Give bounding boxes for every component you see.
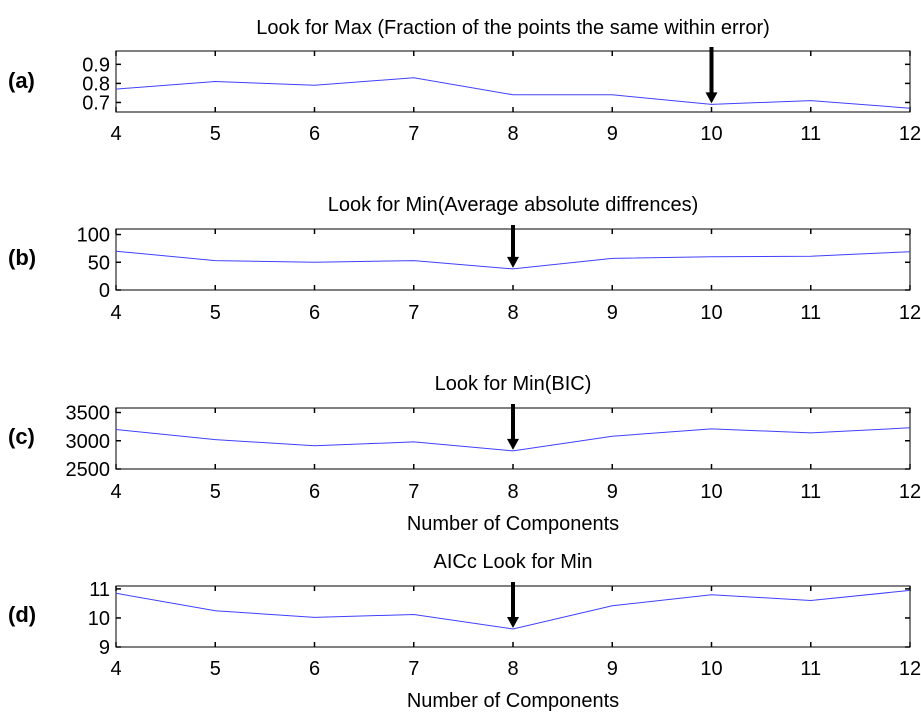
x-tick-label: 6 [309, 123, 320, 145]
x-tick-label: 10 [700, 481, 722, 503]
x-tick-label: 4 [110, 302, 121, 324]
x-axis-label: Number of Components [407, 513, 619, 535]
x-tick-label: 4 [110, 123, 121, 145]
x-tick-label: 8 [507, 302, 518, 324]
y-tick-label: 3500 [66, 403, 111, 425]
x-tick-label: 5 [210, 658, 221, 680]
x-tick-label: 5 [210, 302, 221, 324]
y-tick-label: 0.9 [82, 54, 110, 76]
x-tick-label: 9 [607, 481, 618, 503]
x-tick-label: 10 [700, 658, 722, 680]
y-tick-label: 0.8 [82, 73, 110, 95]
x-tick-label: 11 [800, 658, 821, 680]
x-tick-label: 7 [408, 658, 419, 680]
x-tick-label: 6 [309, 658, 320, 680]
y-tick-label: 100 [77, 225, 110, 247]
panel-a: Look for Max (Fraction of the points the… [8, 17, 921, 145]
x-tick-label: 10 [700, 123, 722, 145]
y-tick-label: 50 [88, 252, 110, 274]
x-tick-label: 11 [800, 481, 821, 503]
x-tick-label: 6 [309, 302, 320, 324]
x-tick-label: 8 [507, 123, 518, 145]
panel-b: Look for Min(Average absolute diffrences… [8, 194, 921, 324]
panel-d: AICc Look for Min (d) 4 5 6 7 8 9 10 11 12 9 10 11 Num… [8, 551, 921, 712]
x-tick-label: 5 [210, 123, 221, 145]
panel-title: Look for Min(Average absolute diffrences… [328, 194, 699, 216]
x-tick-label: 12 [899, 658, 921, 680]
x-axis-label: Number of Components [407, 690, 619, 712]
x-tick-label: 11 [800, 302, 821, 324]
y-tick-label: 2500 [66, 459, 111, 481]
panel-title: Look for Max (Fraction of the points the… [256, 17, 770, 39]
panel-label: (c) [8, 424, 35, 449]
x-tick-label: 5 [210, 481, 221, 503]
x-tick-label: 11 [800, 123, 821, 145]
x-tick-label: 7 [408, 123, 419, 145]
x-tick-label: 10 [700, 302, 722, 324]
x-tick-label: 4 [110, 481, 121, 503]
y-tick-label: 11 [89, 579, 110, 601]
axes-box [116, 51, 910, 112]
panel-label: (a) [8, 68, 35, 93]
x-tick-label: 12 [899, 123, 921, 145]
panel-c: Look for Min(BIC) (c) 4 5 6 7 8 9 10 11 12 2500 3000… [8, 373, 921, 535]
y-tick-label: 9 [99, 637, 110, 659]
x-tick-label: 9 [607, 123, 618, 145]
x-tick-label: 7 [408, 302, 419, 324]
y-tick-label: 0.7 [82, 92, 110, 114]
x-tick-label: 4 [110, 658, 121, 680]
x-tick-label: 7 [408, 481, 419, 503]
panel-label: (b) [8, 245, 36, 270]
annotation-arrow-head [507, 617, 519, 628]
panel-title: Look for Min(BIC) [435, 373, 592, 395]
y-tick-label: 10 [88, 608, 110, 630]
x-tick-label: 6 [309, 481, 320, 503]
series-line [116, 78, 910, 109]
x-tick-label: 8 [507, 658, 518, 680]
panel-title: AICc Look for Min [434, 551, 593, 573]
annotation-arrow-head [507, 439, 519, 450]
y-tick-label: 3000 [66, 431, 111, 453]
annotation-arrow-head [507, 257, 519, 268]
x-tick-label: 12 [899, 302, 921, 324]
y-tick-label: 0 [99, 280, 110, 302]
x-tick-label: 9 [607, 658, 618, 680]
panel-label: (d) [8, 602, 36, 627]
annotation-arrow-head [706, 92, 718, 103]
x-tick-label: 9 [607, 302, 618, 324]
x-tick-label: 8 [507, 481, 518, 503]
x-tick-label: 12 [899, 481, 921, 503]
